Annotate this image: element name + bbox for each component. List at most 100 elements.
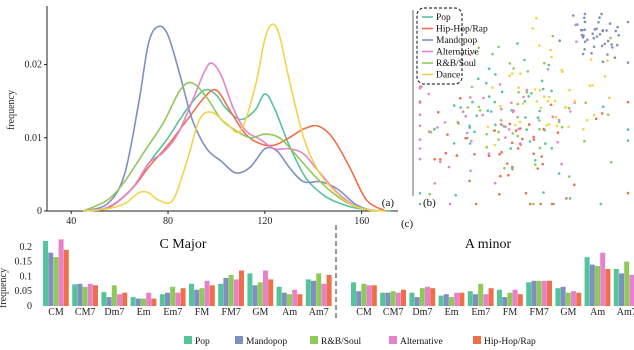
scatter-point-pop: [459, 106, 462, 109]
bar-c-major-cm-hip-hop-rap: [63, 249, 69, 306]
scatter-legend-label: Hip-Hop/Rap: [436, 25, 488, 35]
scatter-point-dance: [568, 88, 571, 92]
scatter-point-hip-hop-rap: [500, 123, 503, 126]
bar-a-minor-cm-pop: [351, 282, 356, 306]
scatter-point-alternative: [470, 139, 473, 143]
density-y-tick-label: 0.01: [25, 133, 43, 144]
bar-x-tick-label: Dm7: [412, 307, 432, 318]
scatter-point-alternative: [557, 118, 561, 122]
bar-x-tick-label: CM: [48, 307, 64, 318]
scatter-point-pop: [599, 202, 603, 206]
scatter-point-mandopop: [617, 34, 620, 37]
bar-a-minor-em-pop: [438, 295, 444, 306]
panel-label-c: (c): [401, 218, 414, 230]
scatter-point-mandopop: [600, 12, 603, 16]
bar-a-minor-em7-alternative: [483, 294, 489, 306]
scatter-point-pop: [540, 79, 544, 83]
scatter-point-r-b-soul: [497, 138, 500, 141]
bar-a-minor-em-alternative: [454, 292, 460, 306]
scatter-point-pop: [541, 87, 545, 91]
bar-y-tick-label: 0.1: [20, 271, 33, 282]
scatter-point-alternative: [443, 121, 447, 124]
scatter-point-r-b-soul: [470, 85, 474, 89]
scatter-point-dance: [493, 143, 497, 147]
bar-c-major-cm7-hip-hop-rap: [93, 285, 98, 306]
bar-y-tick-label: 0.05: [15, 286, 33, 297]
scatter-point-mandopop: [572, 14, 575, 17]
bar-a-minor-am7-mandopop: [619, 273, 624, 306]
bar-a-minor-fm7-hip-hop-rap: [547, 280, 552, 306]
bar-a-minor-em7-r-b-soul: [478, 283, 484, 306]
bar-y-tick-label: 0.15: [15, 257, 33, 268]
scatter-point-pop: [471, 100, 474, 104]
scatter-point-alternative: [418, 87, 422, 90]
scatter-point-r-b-soul: [485, 133, 488, 136]
scatter-point-alternative: [433, 182, 437, 185]
scatter-point-dance: [545, 124, 548, 127]
scatter-point-hip-hop-rap: [524, 191, 528, 195]
scatter-point-mandopop: [581, 52, 585, 56]
scatter-point-alternative: [574, 23, 577, 27]
scatter-point-dance: [499, 104, 502, 108]
bar-y-tick-label: 0: [27, 301, 32, 312]
bar-x-tick-label: FM: [195, 307, 210, 318]
scatter-point-mandopop: [592, 45, 596, 49]
bar-c-major-gm-hip-hop-rap: [268, 279, 274, 306]
scatter-point-dance: [539, 106, 543, 109]
scatter-point-hip-hop-rap: [532, 135, 535, 139]
scatter-point-alternative: [418, 113, 422, 116]
bar-a-minor-am7-pop: [613, 269, 619, 306]
scatter-point-r-b-soul: [516, 134, 519, 138]
scatter-point-pop: [538, 109, 541, 113]
bar-a-minor-cm7-hip-hop-rap: [401, 289, 406, 306]
scatter-point-hip-hop-rap: [528, 202, 532, 206]
scatter-point-dance: [546, 99, 550, 103]
scatter-point-dance: [573, 99, 577, 103]
scatter-point-alternative: [487, 152, 491, 155]
density-x-tick-label: 40: [66, 216, 76, 227]
bar-legend-label: Alternative: [400, 337, 443, 347]
scatter-point-hip-hop-rap: [539, 202, 542, 206]
scatter-point-hip-hop-rap: [556, 131, 560, 134]
bar-c-major-em-alternative: [146, 292, 152, 306]
scatter-point-r-b-soul: [497, 45, 500, 49]
bar-a-minor-cm7-mandopop: [385, 292, 391, 306]
bar-c-major-em-r-b-soul: [141, 298, 146, 306]
bar-a-minor-cm7-pop: [380, 292, 386, 306]
scatter-point-alternative: [556, 140, 559, 144]
bar-legend-label: R&B/Soul: [321, 337, 361, 347]
scatter-point-pop: [544, 142, 547, 145]
scatter-point-r-b-soul: [538, 127, 541, 131]
scatter-point-alternative: [511, 110, 515, 114]
scatter-point-r-b-soul: [606, 113, 610, 116]
bar-a-minor-cm7-alternative: [395, 292, 401, 306]
scatter-point-hip-hop-rap: [511, 165, 514, 169]
bar-a-minor-fm-r-b-soul: [507, 292, 513, 306]
scatter-point-mandopop: [581, 36, 585, 39]
scatter-point-dance: [518, 120, 522, 124]
bar-a-minor-gm-r-b-soul: [565, 292, 571, 306]
scatter-point-mandopop: [610, 43, 613, 46]
bar-c-major-am-r-b-soul: [287, 294, 292, 306]
scatter-point-pop: [536, 116, 540, 119]
scatter-point-pop: [494, 73, 497, 76]
bar-c-major-fm-mandopop: [194, 289, 200, 306]
bar-c-major-am7-mandopop: [311, 280, 316, 306]
scatter-point-mandopop: [626, 61, 630, 64]
scatter-point-mandopop: [598, 33, 602, 36]
scatter-point-pop: [542, 191, 545, 194]
scatter-point-r-b-soul: [508, 62, 512, 65]
bar-c-major-fm7-hip-hop-rap: [239, 270, 244, 306]
bar-c-major-gm-pop: [247, 273, 253, 306]
scatter-point-hip-hop-rap: [565, 197, 568, 200]
scatter-point-pop: [523, 100, 527, 103]
scatter-point-dance: [547, 95, 551, 99]
scatter-point-r-b-soul: [543, 61, 546, 65]
scatter-point-alternative: [418, 124, 422, 128]
scatter-point-alternative: [522, 95, 525, 99]
bar-c-major-em-mandopop: [135, 298, 141, 306]
scatter-point-hip-hop-rap: [626, 191, 630, 195]
bar-legend-label: Hip-Hop/Rap: [484, 337, 536, 347]
scatter-point-mandopop: [605, 29, 608, 32]
scatter-point-r-b-soul: [497, 130, 500, 134]
